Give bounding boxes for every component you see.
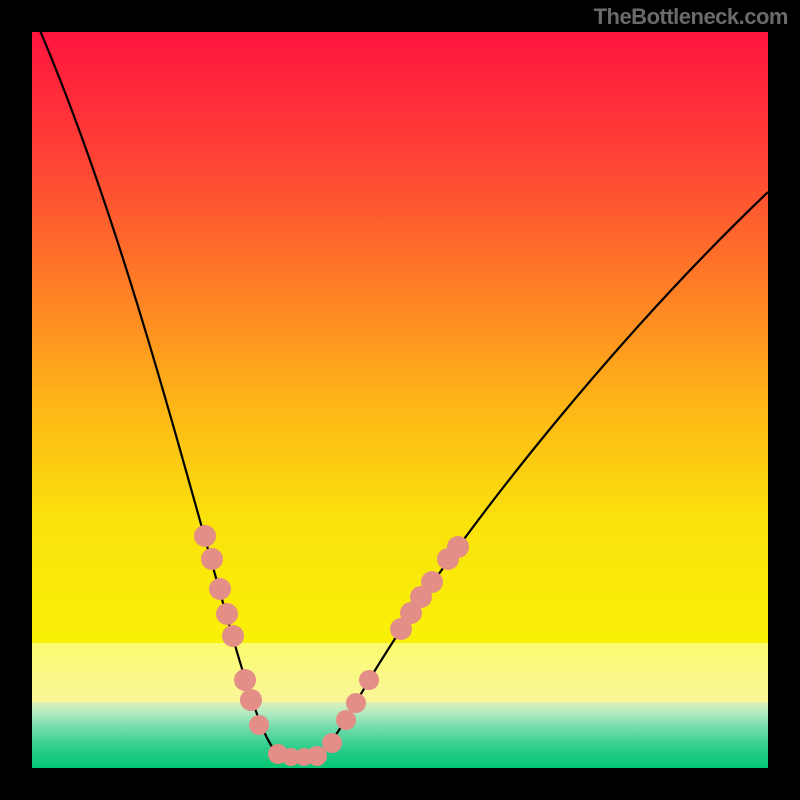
curve-left xyxy=(32,32,283,757)
curve-right xyxy=(318,192,768,757)
marker-point xyxy=(421,571,443,593)
marker-point xyxy=(216,603,238,625)
marker-point xyxy=(346,693,366,713)
watermark-text: TheBottleneck.com xyxy=(594,4,788,30)
marker-point xyxy=(447,536,469,558)
marker-point xyxy=(194,525,216,547)
marker-point xyxy=(240,689,262,711)
curve-layer xyxy=(32,32,768,768)
marker-point xyxy=(359,670,379,690)
marker-point xyxy=(222,625,244,647)
plot-area xyxy=(32,32,768,768)
marker-point xyxy=(336,710,356,730)
marker-point xyxy=(209,578,231,600)
marker-point xyxy=(201,548,223,570)
marker-point xyxy=(234,669,256,691)
marker-point xyxy=(249,715,269,735)
marker-point xyxy=(322,733,342,753)
